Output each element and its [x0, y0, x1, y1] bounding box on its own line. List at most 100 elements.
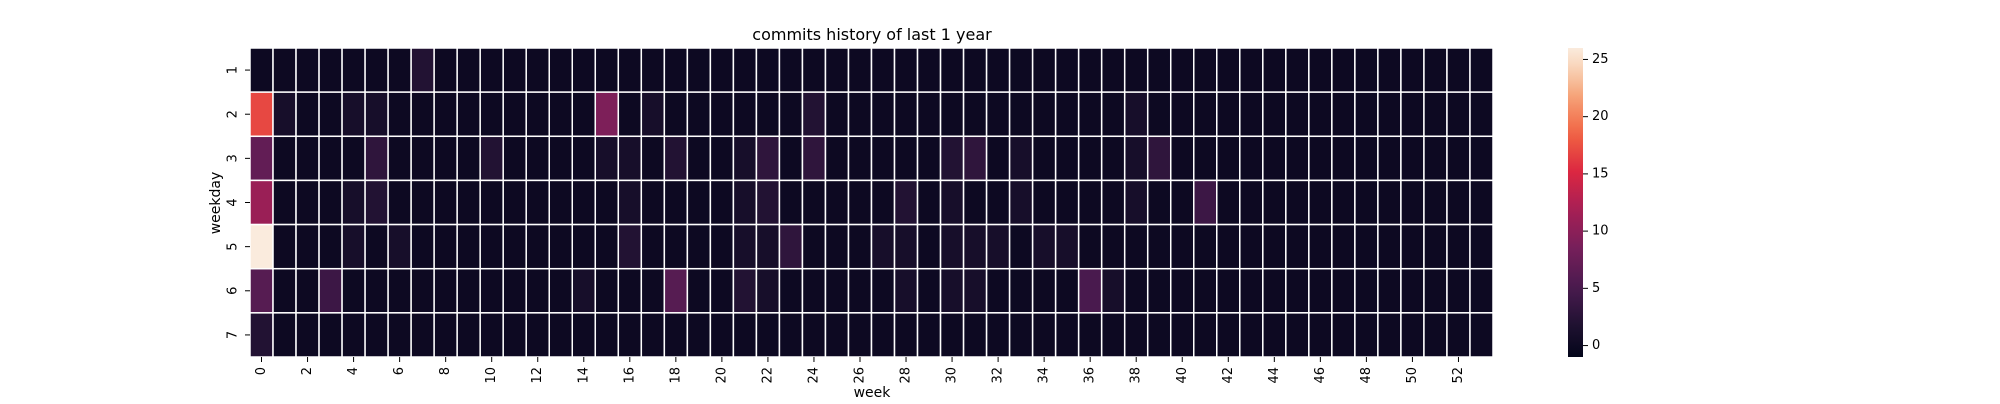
heatmap-cell [801, 91, 827, 138]
heatmap-cell [778, 312, 804, 358]
heatmap-cell [1100, 223, 1126, 270]
heatmap-cell [663, 223, 689, 270]
heatmap-cell [709, 135, 735, 182]
heatmap-cell [502, 223, 527, 270]
heatmap-cell [1123, 179, 1149, 226]
heatmap-cell [1308, 135, 1333, 182]
heatmap-cell [962, 267, 988, 314]
heatmap-cell [1262, 223, 1287, 270]
heatmap-cell [916, 91, 942, 138]
heatmap-cell [1446, 223, 1471, 270]
x-tick-label: 22 [760, 367, 775, 384]
heatmap-cell [778, 179, 804, 226]
heatmap-cell [1423, 135, 1448, 182]
heatmap-cell [778, 135, 804, 182]
heatmap-cell [847, 47, 873, 93]
heatmap-cell [272, 135, 297, 182]
x-tick-label: 8 [438, 367, 453, 375]
heatmap-cell [1031, 223, 1057, 270]
chart-title: commits history of last 1 year [752, 25, 992, 44]
heatmap-cell [272, 223, 297, 270]
heatmap-cell [870, 267, 896, 314]
heatmap-cell [1077, 91, 1103, 138]
heatmap-cell [433, 47, 458, 93]
heatmap-cell [1100, 179, 1126, 226]
heatmap-cell [755, 91, 781, 138]
heatmap-cell [640, 223, 666, 270]
heatmap-cell [1031, 267, 1057, 314]
heatmap-cell [479, 135, 504, 182]
heatmap-cell [617, 91, 643, 138]
heatmap-cell [1423, 179, 1448, 226]
heatmap-cell [318, 47, 343, 93]
heatmap-cell [1400, 223, 1425, 270]
heatmap-cell [548, 179, 574, 226]
heatmap-cell [1031, 91, 1057, 138]
heatmap-cell [525, 223, 550, 270]
heatmap-cell [893, 91, 919, 138]
heatmap-cell [1400, 267, 1425, 314]
heatmap-cell [617, 223, 643, 270]
heatmap-cell [824, 47, 850, 93]
heatmap-cell [272, 179, 297, 226]
heatmap-cell [1331, 267, 1356, 314]
heatmap-cell [1331, 47, 1356, 93]
heatmap-cell [1469, 312, 1494, 358]
x-tick-label: 28 [899, 367, 914, 384]
heatmap-cell [1216, 267, 1241, 314]
heatmap-cell [755, 223, 781, 270]
heatmap-cell [525, 135, 550, 182]
heatmap-cell [916, 135, 942, 182]
heatmap-cell [1262, 91, 1287, 138]
heatmap-cell [939, 179, 965, 226]
heatmap-cell [709, 47, 735, 93]
heatmap-cell [1239, 267, 1264, 314]
heatmap-cell [916, 47, 942, 93]
heatmap-cell [824, 135, 850, 182]
heatmap-cell [847, 179, 873, 226]
heatmap-cell [479, 179, 504, 226]
heatmap-cell [571, 223, 597, 270]
heatmap-cell [318, 267, 343, 314]
heatmap-cell [1054, 135, 1080, 182]
heatmap-cell [1239, 179, 1264, 226]
heatmap-cell [1331, 223, 1356, 270]
heatmap-cell [1469, 267, 1494, 314]
heatmap-cell [1446, 312, 1471, 358]
x-tick-label: 14 [576, 367, 591, 384]
heatmap-cell [709, 267, 735, 314]
heatmap-cell [479, 267, 504, 314]
y-tick-label: 3 [226, 154, 241, 162]
heatmap-cell [410, 267, 435, 314]
heatmap-cell [1423, 312, 1448, 358]
heatmap-cell [387, 91, 412, 138]
heatmap-cell [1031, 135, 1057, 182]
heatmap-cell [1377, 223, 1402, 270]
heatmap-cell [364, 135, 389, 182]
heatmap-cell [686, 179, 712, 226]
heatmap-cell [341, 91, 366, 138]
heatmap-cell [1331, 91, 1356, 138]
heatmap-cell [295, 312, 320, 358]
x-tick-label: 34 [1037, 367, 1052, 384]
heatmap-cell [663, 179, 689, 226]
heatmap-cell [249, 312, 274, 358]
heatmap-cell [732, 179, 758, 226]
heatmap-cell [663, 91, 689, 138]
heatmap-cell [1077, 312, 1103, 358]
x-tick-label: 40 [1175, 367, 1190, 384]
heatmap-cell [778, 267, 804, 314]
x-tick-label: 4 [346, 367, 361, 375]
heatmap-cell [1123, 91, 1149, 138]
heatmap-cell [755, 267, 781, 314]
heatmap-cell [1123, 47, 1149, 93]
heatmap-cell [1400, 135, 1425, 182]
y-axis-label: weekday [208, 172, 224, 235]
heatmap-cell [410, 179, 435, 226]
heatmap-cell [962, 91, 988, 138]
heatmap-cell [1169, 312, 1195, 358]
heatmap-cell [1331, 135, 1356, 182]
x-tick-label: 50 [1405, 367, 1420, 384]
heatmap-cell [1054, 91, 1080, 138]
